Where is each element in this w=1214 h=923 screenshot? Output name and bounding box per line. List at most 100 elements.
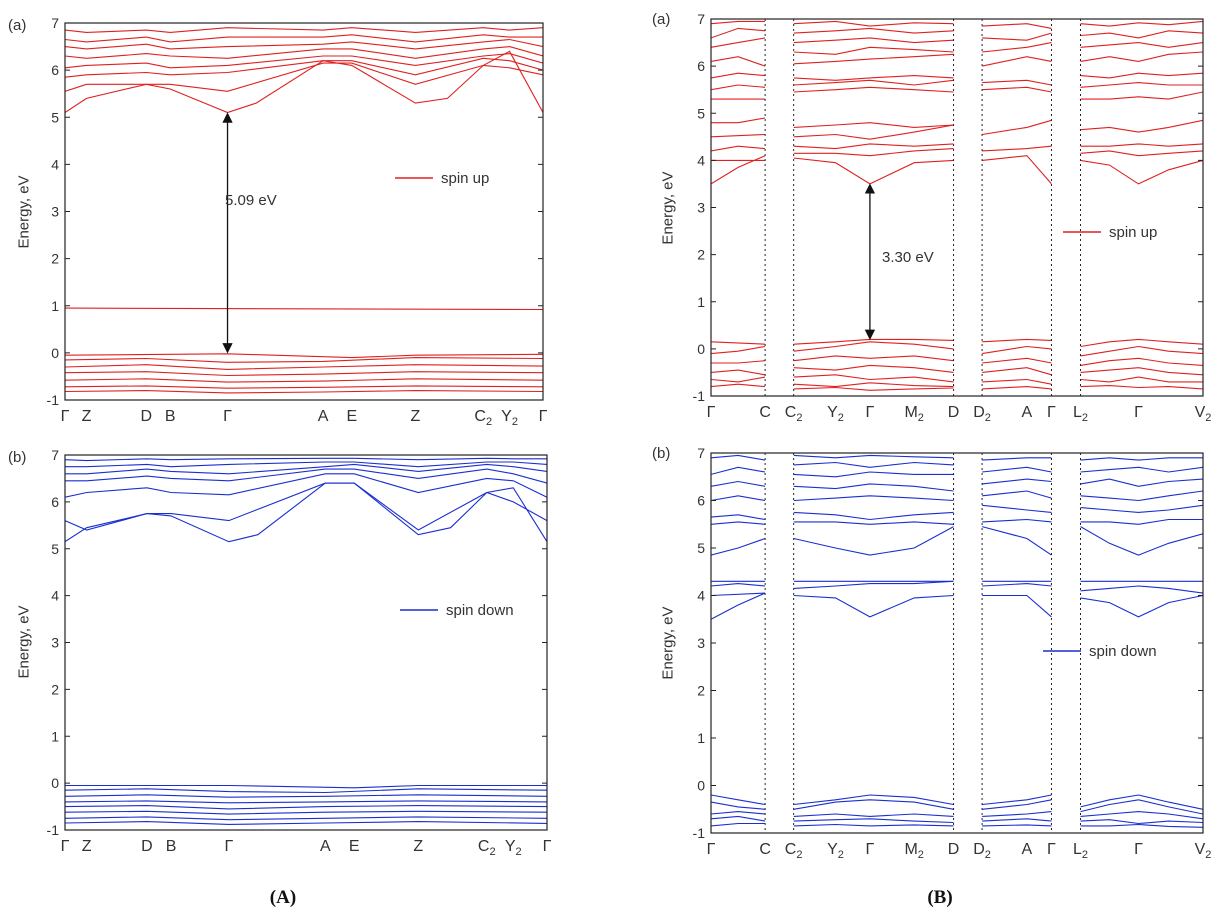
panel-tag: (b) (8, 449, 26, 466)
kpoint-label: Γ (866, 841, 875, 858)
band-line (65, 53, 543, 69)
band-line (65, 473, 547, 498)
band-line (793, 794, 954, 806)
band-line (982, 145, 1052, 152)
band-line (65, 482, 547, 543)
band-line (793, 799, 954, 810)
band-line (1080, 518, 1203, 525)
band-line (793, 386, 954, 391)
band-line (982, 42, 1052, 53)
band-line (793, 341, 954, 352)
y-tick-label: 1 (51, 298, 59, 314)
band-line (65, 788, 547, 794)
kpoint-label: B (166, 838, 177, 855)
band-line (1080, 338, 1203, 348)
kpoint-label: C2 (478, 838, 496, 858)
figure-label-right: (B) (927, 887, 952, 908)
kpoint-label: Y2 (827, 841, 844, 861)
band-line (793, 148, 954, 157)
kpoint-label: Γ (61, 838, 70, 855)
kpoint-label: L2 (1073, 841, 1088, 861)
band-line (711, 466, 766, 475)
bands (65, 457, 547, 825)
y-tick-label: 4 (51, 156, 59, 172)
band-line (982, 119, 1052, 136)
y-tick-label: 5 (697, 540, 705, 556)
band-line (1080, 823, 1203, 828)
band-line (65, 794, 547, 798)
band-line (982, 32, 1052, 41)
band-line (1080, 20, 1203, 27)
bands (711, 454, 1203, 828)
band-line (1080, 490, 1203, 502)
kpoint-label: Γ (539, 408, 548, 425)
band-line (982, 357, 1052, 364)
y-tick-label: 1 (51, 728, 59, 744)
kpoint-label: Γ (1134, 404, 1143, 421)
band-line (793, 495, 954, 502)
band-line (711, 376, 766, 383)
band-line (982, 583, 1052, 587)
y-tick-label: 0 (51, 775, 59, 791)
y-tick-label: 6 (51, 494, 59, 510)
kpoint-label: Γ (61, 408, 70, 425)
plot-frame (64, 22, 544, 401)
band-line (711, 20, 766, 25)
band-line (711, 383, 766, 388)
band-line (793, 364, 954, 373)
kpoint-label: Y2 (827, 404, 844, 424)
band-line (1080, 594, 1203, 618)
band-line (1080, 794, 1203, 810)
band-line (711, 360, 766, 364)
kpoint-label: Γ (224, 838, 233, 855)
kpoint-label: D (140, 408, 152, 425)
band-line (982, 79, 1052, 86)
kpoint-label: D (948, 404, 960, 421)
band-line (65, 821, 547, 825)
band-line (711, 592, 766, 620)
panel-tag: (a) (8, 17, 26, 34)
band-line (1080, 82, 1203, 88)
y-tick-label: -1 (47, 822, 60, 838)
band-line (793, 53, 954, 65)
kpoint-label: D2 (973, 404, 991, 424)
band-line (711, 27, 766, 39)
kpoint-label: L2 (1073, 404, 1088, 424)
band-line (65, 62, 543, 92)
band-line (711, 72, 766, 79)
band-line (793, 580, 954, 589)
y-tick-label: 0 (51, 345, 59, 361)
band-line (793, 143, 954, 150)
band-line (793, 454, 954, 459)
band-line (1080, 367, 1203, 376)
band-line (65, 457, 547, 462)
band-line (981, 526, 1052, 556)
band-line (1080, 143, 1203, 147)
bands (65, 27, 543, 394)
panel-tag: (b) (652, 445, 670, 462)
kpoint-label: V2 (1195, 841, 1212, 861)
kpoint-label: M2 (904, 841, 923, 861)
band-line (1080, 51, 1203, 62)
band-line (1080, 504, 1203, 513)
y-tick-label: 3 (697, 200, 705, 216)
y-tick-label: 4 (51, 588, 59, 604)
kpoint-label: Y2 (505, 838, 522, 858)
band-line (1080, 159, 1203, 185)
band-line (982, 811, 1052, 817)
y-tick-label: 3 (51, 635, 59, 651)
band-line (711, 117, 766, 124)
path-break (765, 20, 794, 395)
band-line (711, 145, 766, 152)
kpoint-label: E (349, 838, 360, 855)
band-line (1080, 72, 1203, 79)
path-break (1051, 454, 1081, 832)
kpoint-label: M2 (904, 404, 923, 424)
band-line (711, 815, 766, 822)
band-line (982, 378, 1052, 385)
band-line (711, 537, 766, 556)
band-line (711, 794, 766, 806)
kpoint-label: C (759, 404, 771, 421)
